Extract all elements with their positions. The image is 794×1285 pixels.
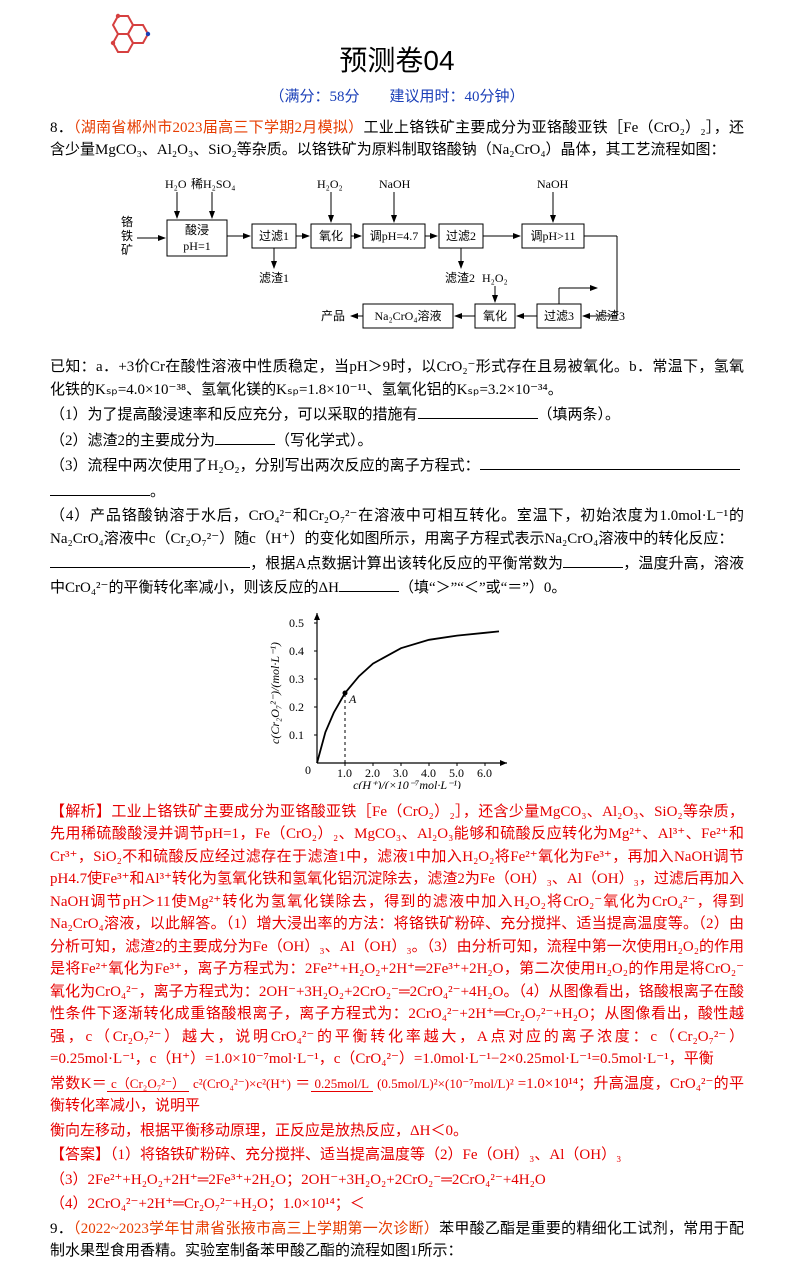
svg-text:过滤2: 过滤2: [446, 229, 476, 243]
frac1-num: c（Cr₂O₇²⁻）: [107, 1076, 189, 1092]
q9-source: （2022~2023学年甘肃省张掖市高三上学期第一次诊断）: [73, 1221, 439, 1237]
answer-l1: （1）将铬铁矿粉碎、充分搅拌、适当提高温度等（2）Fe（OH）₃、Al（OH）₃: [110, 1147, 621, 1163]
svg-text:0.5: 0.5: [289, 616, 304, 630]
q8-sub2: （2）滤渣2的主要成分为 （写化学式）。: [50, 429, 744, 453]
q9-stem: 9．（2022~2023学年甘肃省张掖市高三上学期第一次诊断）苯甲酸乙酯是重要的…: [50, 1218, 744, 1263]
blank: [418, 403, 538, 419]
q8-known: 已知：a．+3价Cr在酸性溶液中性质稳定，当pH＞9时，以CrO₂⁻形式存在且易…: [50, 356, 744, 401]
svg-text:铬: 铬: [121, 214, 133, 229]
k-prefix: 常数K＝: [50, 1076, 107, 1092]
answer-line1: 【答案】（1）将铬铁矿粉碎、充分搅拌、适当提高温度等（2）Fe（OH）₃、Al（…: [50, 1144, 744, 1167]
answer-line3: （4）2CrO₄²⁻+2H⁺═Cr₂O₇²⁻+H₂O；1.0×10¹⁴；＜: [50, 1193, 744, 1216]
analysis-text: 工业上铬铁矿主要成分为亚铬酸亚铁［Fe（CrO₂）₂］，还含少量MgCO₃、Al…: [50, 804, 744, 1068]
blank: [563, 552, 623, 568]
svg-text:过滤3: 过滤3: [544, 309, 574, 323]
svg-text:过滤1: 过滤1: [259, 229, 289, 243]
analysis-k: 常数K＝c（Cr₂O₇²⁻）c²(CrO₄²⁻)×c²(H⁺)＝0.25mol/…: [50, 1073, 744, 1118]
q8-sub4a: （4）产品铬酸钠溶于水后，CrO₄²⁻和Cr₂O₇²⁻在溶液中可相互转化。室温下…: [50, 508, 744, 547]
svg-text:酸浸: 酸浸: [185, 222, 209, 237]
page-subtitle: （满分：58分 建议用时：40分钟）: [50, 86, 744, 109]
frac1: c（Cr₂O₇²⁻）c²(CrO₄²⁻)×c²(H⁺): [107, 1077, 295, 1091]
q8-sub1-tail: （填两条）。: [538, 407, 621, 423]
q8-stem: 8．（湖南省郴州市2023届高三下学期2月模拟）工业上铬铁矿主要成分为亚铬酸亚铁…: [50, 117, 744, 162]
process-flowchart: 铬 铁 矿 酸浸 pH=1 H₂O 稀H₂SO₄ 过滤1 滤渣1 氧化 H₂O₂…: [97, 168, 697, 343]
svg-text:产品: 产品: [321, 309, 345, 323]
svg-text:0.2: 0.2: [289, 700, 304, 714]
q8-sub4b: ，根据A点数据计算出该转化反应的平衡常数为: [250, 556, 563, 572]
q8-sub4: （4）产品铬酸钠溶于水后，CrO₄²⁻和Cr₂O₇²⁻在溶液中可相互转化。室温下…: [50, 505, 744, 550]
svg-text:A: A: [348, 692, 357, 706]
blank: [339, 576, 399, 592]
chart-container: 0.1 0.2 0.3 0.4 0.5 0 1.0 2.0 3.0 4.0 5.…: [50, 603, 744, 797]
svg-text:矿: 矿: [121, 243, 133, 257]
frac2-num: 0.25mol/L: [311, 1076, 374, 1092]
svg-text:调pH=4.7: 调pH=4.7: [370, 229, 418, 243]
frac1-den: c²(CrO₄²⁻)×c²(H⁺): [189, 1076, 295, 1091]
q8-sub3-text: （3）流程中两次使用了H₂O₂，分别写出两次反应的离子方程式：: [50, 458, 480, 474]
blank: [50, 480, 150, 496]
answer-label: 【答案】: [50, 1147, 110, 1163]
q8-sub4d: （填“＞”“＜”或“＝”）0。: [399, 580, 566, 596]
q9-number: 9．: [50, 1221, 73, 1237]
q8-sub2-text: （2）滤渣2的主要成分为: [50, 433, 215, 449]
svg-text:H₂O: H₂O: [165, 177, 187, 191]
q8-sub4-line2: ，根据A点数据计算出该转化反应的平衡常数为，温度升高，溶液中CrO₄²⁻的平衡转…: [50, 552, 744, 599]
svg-text:调pH>11: 调pH>11: [531, 229, 576, 243]
blank: [50, 552, 250, 568]
q8-source: （湖南省郴州市2023届高三下学期2月模拟）: [73, 120, 363, 136]
analysis: 【解析】工业上铬铁矿主要成分为亚铬酸亚铁［Fe（CrO₂）₂］，还含少量MgCO…: [50, 801, 744, 1071]
svg-text:NaOH: NaOH: [379, 177, 411, 191]
svg-text:0.3: 0.3: [289, 672, 304, 686]
analysis-label: 【解析】: [50, 804, 111, 820]
frac2: 0.25mol/L(0.5mol/L)²×(10⁻⁷mol/L)²: [311, 1077, 518, 1091]
svg-text:NaOH: NaOH: [537, 177, 569, 191]
svg-text:滤渣3: 滤渣3: [595, 309, 625, 323]
svg-text:氧化: 氧化: [319, 229, 343, 243]
q8-sub3: （3）流程中两次使用了H₂O₂，分别写出两次反应的离子方程式：: [50, 454, 744, 478]
svg-text:0: 0: [305, 763, 311, 777]
svg-text:1.0: 1.0: [337, 766, 352, 780]
flowchart-container: 铬 铁 矿 酸浸 pH=1 H₂O 稀H₂SO₄ 过滤1 滤渣1 氧化 H₂O₂…: [50, 168, 744, 351]
q8-sub3-tail: 。: [150, 484, 165, 500]
frac2-den: (0.5mol/L)²×(10⁻⁷mol/L)²: [373, 1076, 518, 1091]
logo-icon: [103, 8, 163, 56]
blank: [480, 454, 740, 470]
q8-sub2-tail: （写化学式）。: [275, 433, 373, 449]
svg-text:0.1: 0.1: [289, 728, 304, 742]
svg-text:氧化: 氧化: [483, 309, 507, 323]
svg-text:稀H₂SO₄: 稀H₂SO₄: [191, 177, 235, 191]
svg-text:滤渣2: 滤渣2: [445, 271, 475, 285]
q8-sub1-text: （1）为了提高酸浸速率和反应充分，可以采取的措施有: [50, 407, 418, 423]
svg-text:pH=1: pH=1: [183, 239, 210, 253]
svg-text:H₂O₂: H₂O₂: [317, 177, 343, 191]
q8-sub1: （1）为了提高酸浸速率和反应充分，可以采取的措施有 （填两条）。: [50, 403, 744, 427]
svg-text:Na₂CrO₄溶液: Na₂CrO₄溶液: [374, 308, 441, 323]
concentration-chart: 0.1 0.2 0.3 0.4 0.5 0 1.0 2.0 3.0 4.0 5.…: [267, 603, 527, 789]
answer-line2: （3）2Fe²⁺+H₂O₂+2H⁺═2Fe³⁺+2H₂O；2OH⁻+3H₂O₂+…: [50, 1169, 744, 1192]
svg-text:c(H⁺)/(×10⁻⁷mol·L⁻¹): c(H⁺)/(×10⁻⁷mol·L⁻¹): [353, 778, 461, 789]
svg-text:c(Cr₂O₇²⁻)/(mol·L⁻¹): c(Cr₂O₇²⁻)/(mol·L⁻¹): [268, 642, 282, 744]
svg-text:0.4: 0.4: [289, 644, 304, 658]
svg-text:H₂O₂: H₂O₂: [482, 271, 508, 285]
svg-text:6.0: 6.0: [477, 766, 492, 780]
blank: [215, 429, 275, 445]
q8-number: 8．: [50, 120, 73, 136]
svg-text:滤渣1: 滤渣1: [259, 271, 289, 285]
q8-sub3-line2: 。: [50, 480, 744, 504]
svg-text:铁: 铁: [121, 229, 133, 243]
